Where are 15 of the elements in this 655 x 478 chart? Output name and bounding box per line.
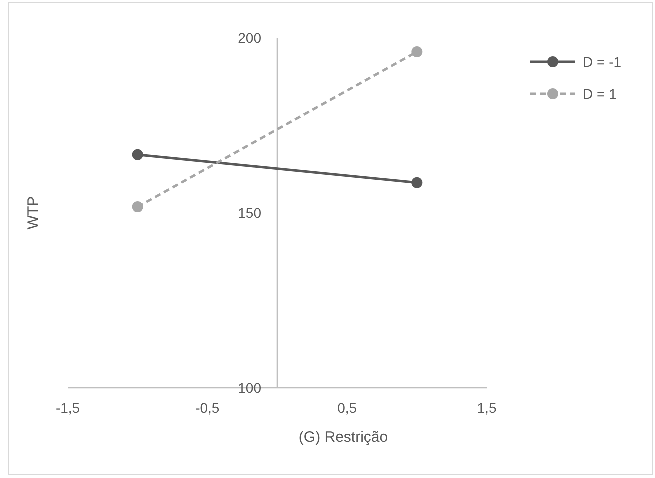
point: [412, 177, 423, 188]
x-tick-label: 0,5: [338, 400, 358, 416]
legend-label: D = 1: [583, 86, 618, 102]
y-tick-label: 150: [238, 205, 262, 221]
y-tick-label: 100: [238, 380, 262, 396]
legend-label: D = -1: [583, 54, 622, 70]
x-axis-title: (G) Restrição: [298, 429, 388, 446]
y-axis-title: WTP: [25, 196, 42, 230]
x-tick-label: -0,5: [196, 400, 220, 416]
point: [412, 46, 423, 58]
x-tick-label: -1,5: [56, 400, 80, 416]
x-tick-label: 1,5: [477, 400, 497, 416]
point: [132, 149, 144, 160]
point: [132, 202, 144, 213]
y-tick-label: 200: [238, 30, 262, 46]
